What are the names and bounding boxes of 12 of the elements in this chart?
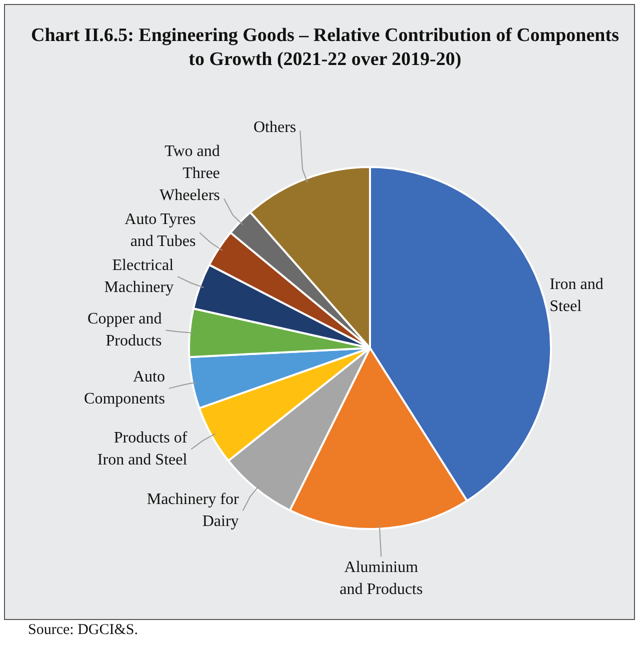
slice-label: Electrical Machinery xyxy=(104,256,174,296)
slice-label: Machinery for Dairy xyxy=(146,490,240,530)
slice-label: Aluminium and Products xyxy=(340,558,423,598)
slice-label: Iron and Steel xyxy=(550,276,604,316)
slice-label: Auto Components xyxy=(84,368,165,408)
chart-title: Chart II.6.5: Engineering Goods – Relative Contribution of Components to Growth (2021-22 over 2019-20) xyxy=(30,24,620,72)
source-note: Source: DGCI&S. xyxy=(28,622,138,639)
slice-label: Auto Tyres and Tubes xyxy=(124,210,196,250)
slice-label: Copper and Products xyxy=(88,310,162,350)
slice-label: Two and Three Wheelers xyxy=(160,142,220,204)
slice-label: Products of Iron and Steel xyxy=(97,429,188,468)
slice-label: Others xyxy=(253,118,296,136)
